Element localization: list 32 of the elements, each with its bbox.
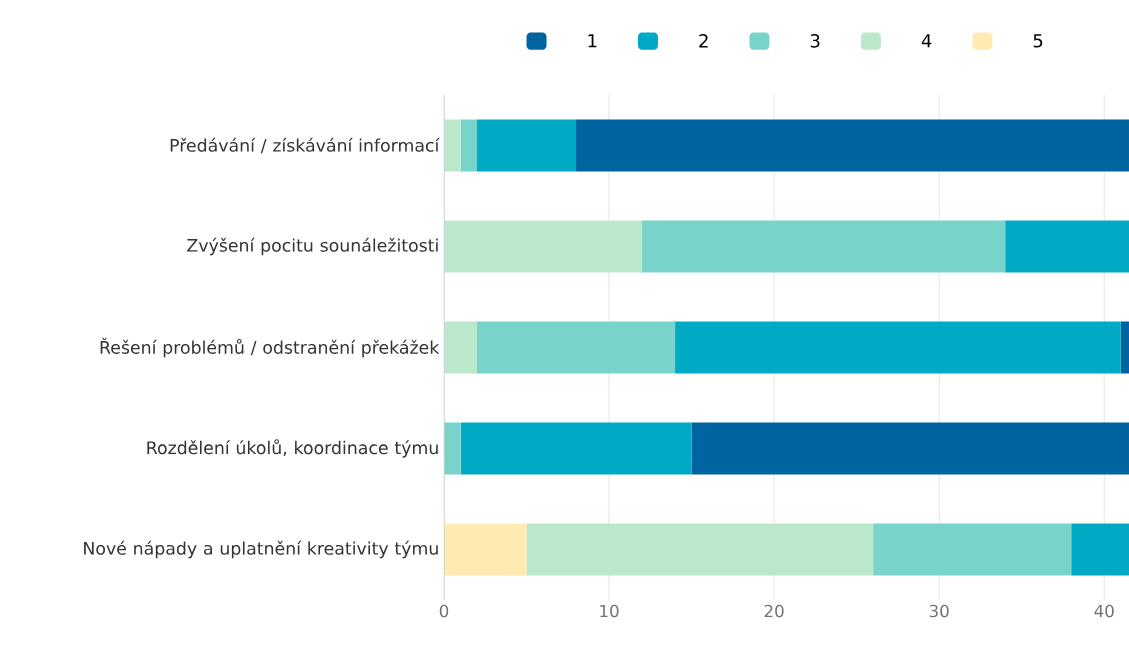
- legend-label: 5: [1033, 34, 1043, 48]
- bar: [444, 321, 478, 374]
- x-tick-label: 30: [929, 604, 949, 618]
- bar: [444, 119, 461, 172]
- x-tick-label: 40: [1094, 604, 1114, 618]
- bar: [691, 422, 1129, 475]
- legend-label: 1: [588, 34, 597, 48]
- x-tick-label: 10: [600, 604, 619, 618]
- bar: [642, 220, 1006, 273]
- bar: [1071, 523, 1129, 576]
- bar: [444, 523, 527, 576]
- bar: [460, 422, 692, 475]
- y-tick-label: Nové nápady a uplatnění kreativity týmu: [84, 540, 438, 559]
- y-tick-label: Zvýšení pocitu sounáležitosti: [187, 237, 438, 256]
- x-tick-label: 0: [439, 604, 449, 618]
- bar: [460, 119, 478, 172]
- legend-label: 4: [921, 34, 932, 48]
- y-tick-label: Předávání / získávání informací: [170, 137, 440, 154]
- bar: [477, 119, 577, 172]
- x-tick-label: 20: [764, 604, 784, 618]
- y-tick-label: Řešení problémů / odstranění překážek: [100, 337, 440, 358]
- bar: [444, 422, 461, 475]
- bar: [675, 321, 1121, 374]
- y-tick-label: Rozdělení úkolů, koordinace týmu: [147, 439, 438, 458]
- bar: [477, 321, 676, 374]
- bar: [526, 523, 874, 576]
- bar: [576, 119, 1129, 172]
- legend-label: 3: [810, 34, 820, 48]
- bar: [1005, 220, 1129, 273]
- bar: [873, 523, 1072, 576]
- bar: [444, 220, 643, 273]
- legend-label: 2: [699, 34, 708, 48]
